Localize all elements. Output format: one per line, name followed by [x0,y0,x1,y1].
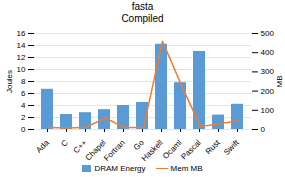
svg-text:300: 300 [261,67,275,76]
svg-text:Go: Go [132,138,146,152]
svg-text:12: 12 [17,53,26,62]
svg-text:100: 100 [261,106,275,115]
svg-text:4: 4 [21,101,26,110]
svg-text:C: C [59,138,70,149]
svg-text:Haskell: Haskell [140,138,165,163]
html-text:Compiled: Compiled [121,13,164,24]
svg-text:6: 6 [21,89,26,98]
svg-text:C++: C++ [71,138,89,156]
svg-text:Fortran: Fortran [102,138,127,163]
svg-text:Joules: Joules [5,70,14,93]
svg-text:500: 500 [261,29,275,38]
svg-text:8: 8 [21,77,26,86]
svg-text:MB: MB [275,76,284,88]
svg-text:Swift: Swift [222,138,241,157]
svg-text:2: 2 [21,113,26,122]
svg-text:Rust: Rust [204,138,223,157]
html-text:Mem MB: Mem MB [170,164,203,173]
svg-text:16: 16 [17,29,26,38]
svg-text:10: 10 [17,65,26,74]
svg-text:Ada: Ada [34,138,51,155]
html-text:DRAM Energy: DRAM Energy [94,164,146,173]
svg-text:0: 0 [261,125,266,134]
svg-text:Pascal: Pascal [179,138,203,162]
svg-text:400: 400 [261,48,275,57]
html-text:fasta: fasta [131,1,154,12]
svg-text:Ocaml: Ocaml [161,138,184,161]
svg-text:0: 0 [21,125,26,134]
svg-text:200: 200 [261,87,275,96]
svg-text:Chapel: Chapel [83,138,108,163]
svg-text:14: 14 [17,41,26,50]
